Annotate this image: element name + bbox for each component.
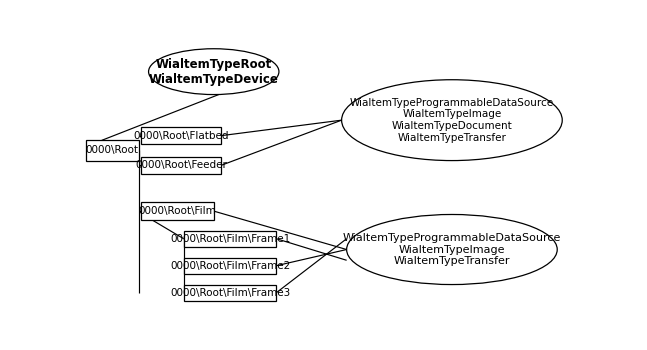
FancyBboxPatch shape <box>141 127 221 145</box>
Ellipse shape <box>342 80 562 161</box>
Text: WialtemTypeProgrammableDataSource
WialtemTypeImage
WialtemTypeTransfer: WialtemTypeProgrammableDataSource Wialte… <box>343 233 561 266</box>
Ellipse shape <box>347 215 557 285</box>
Text: 0000\Root\Feeder: 0000\Root\Feeder <box>135 160 227 170</box>
FancyBboxPatch shape <box>141 156 221 174</box>
FancyBboxPatch shape <box>184 231 276 247</box>
Text: 0000\Root\Flatbed: 0000\Root\Flatbed <box>133 131 229 141</box>
FancyBboxPatch shape <box>86 140 138 161</box>
FancyBboxPatch shape <box>184 258 276 274</box>
Text: 0000\Root\Film\Frame2: 0000\Root\Film\Frame2 <box>170 261 290 271</box>
Text: WialtemTypeProgrammableDataSource
WialtemTypeImage
WialtemTypeDocument
WialtemTy: WialtemTypeProgrammableDataSource Wialte… <box>350 98 554 142</box>
Ellipse shape <box>149 49 279 94</box>
Text: WialtemTypeRoot
WialtemTypeDevice: WialtemTypeRoot WialtemTypeDevice <box>149 58 279 86</box>
FancyBboxPatch shape <box>184 285 276 301</box>
Text: 0000\Root\Film\Frame3: 0000\Root\Film\Frame3 <box>170 288 290 298</box>
Text: 0000\Root\Film\Frame1: 0000\Root\Film\Frame1 <box>170 234 290 244</box>
Text: 0000\Root: 0000\Root <box>85 146 138 155</box>
Text: 0000\Root\Film: 0000\Root\Film <box>138 206 216 216</box>
FancyBboxPatch shape <box>141 202 214 220</box>
